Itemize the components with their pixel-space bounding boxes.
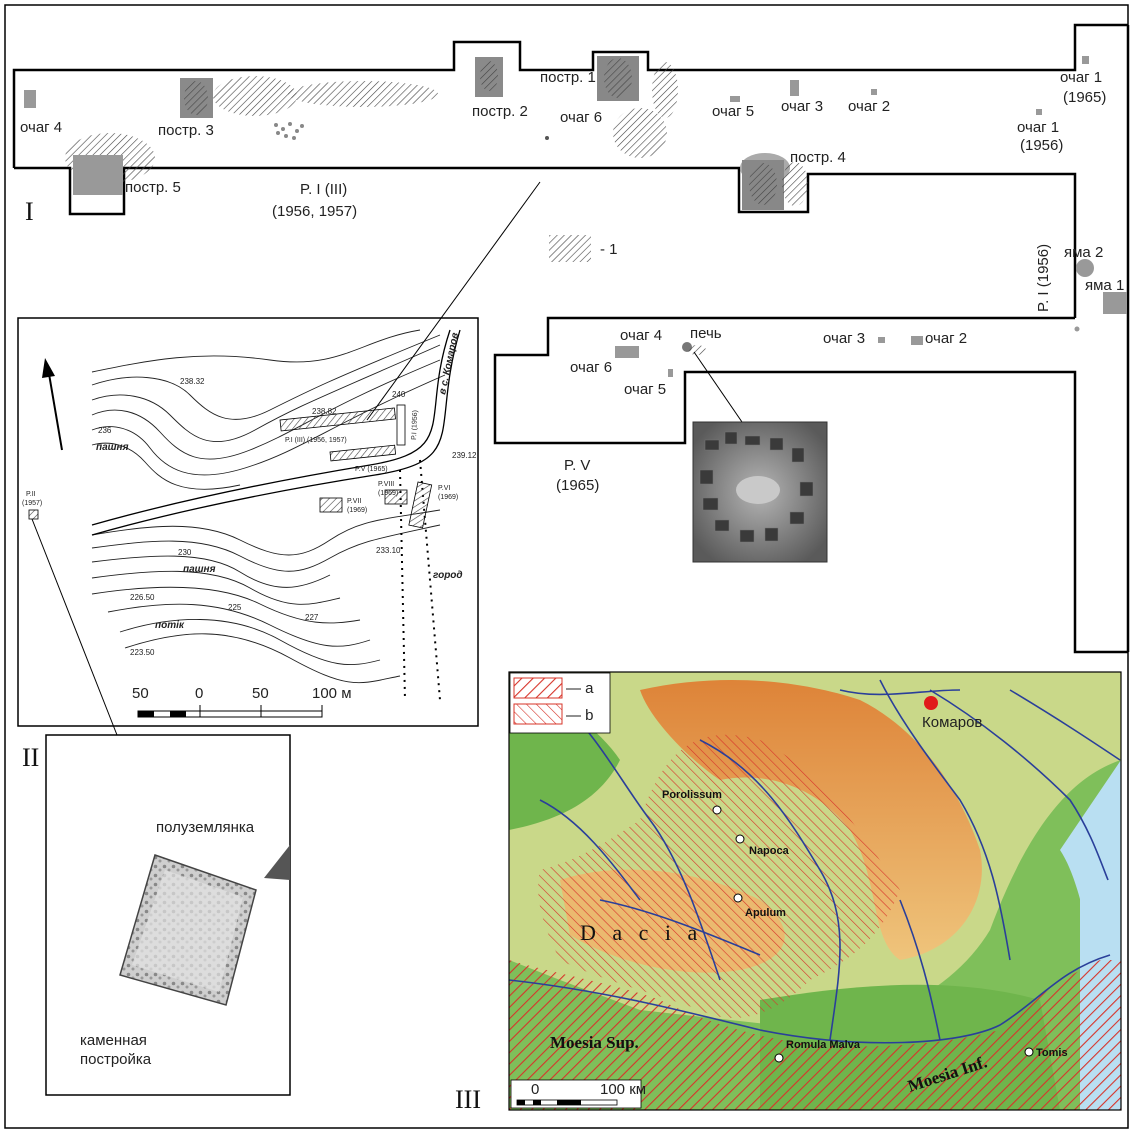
label-t-pvii: P.VII <box>347 498 361 505</box>
label-romula: Romula Malva <box>786 1039 861 1051</box>
trench-p1-outline <box>12 23 1128 168</box>
label-semi-dugout: полуземлянка <box>156 819 255 836</box>
label-pech: печь <box>690 325 722 342</box>
label-postr1: постр. 1 <box>540 69 596 86</box>
scale-0: 0 <box>195 685 203 702</box>
contour-225: 225 <box>228 603 242 612</box>
regional-map: — a — b Комаров Porolissum Napoca Apulum… <box>508 671 1122 1111</box>
label-t-pi-1956: P.I (1956) <box>411 410 419 440</box>
label-napoca: Napoca <box>749 845 790 857</box>
label-gorod: город <box>433 570 463 581</box>
label-t-pii: P.II <box>26 491 36 498</box>
scale-50-right: 50 <box>252 685 269 702</box>
label-t-pvii-y: (1969) <box>347 507 367 514</box>
label-ochag1-1956-year: (1956) <box>1020 137 1063 154</box>
elev-238-32: 238.32 <box>180 377 205 386</box>
label-dacia: D a c i a <box>580 920 698 945</box>
elev-226-50: 226.50 <box>130 593 155 602</box>
map-scale-100: 100 км <box>600 1081 646 1098</box>
label-yama1: яма 1 <box>1085 277 1124 294</box>
label-ochag1-1965: очаг 1 <box>1060 69 1102 86</box>
topographic-plan: 238.32 238.82 239.12 233.10 226.50 223.5… <box>17 181 541 736</box>
elev-223-50: 223.50 <box>130 648 155 657</box>
label-t-pvi: P.VI <box>438 485 450 492</box>
contour-227: 227 <box>305 613 319 622</box>
label-ochag4-top: очаг 4 <box>20 119 62 136</box>
label-ochag5-pv: очаг 5 <box>624 381 666 398</box>
contour-236: 236 <box>98 426 112 435</box>
label-potok: потік <box>155 620 185 631</box>
topo-frame <box>17 317 479 727</box>
label-pashnya-bottom: пашня <box>183 564 216 575</box>
elev-238-82: 238.82 <box>312 407 337 416</box>
label-ochag3-top: очаг 3 <box>781 98 823 115</box>
label-t-pvi-y: (1969) <box>438 494 458 501</box>
label-postr5: постр. 5 <box>125 179 181 196</box>
label-ochag3-pv: очаг 3 <box>823 330 865 347</box>
label-postr3: постр. 3 <box>158 122 214 139</box>
contour-240: 240 <box>392 390 406 399</box>
label-yama2: яма 2 <box>1064 244 1103 261</box>
komarov-marker <box>924 696 938 710</box>
label-panel-ii: II <box>22 743 39 772</box>
stone-building-panel: полуземлянка каменная постройка <box>45 734 291 1096</box>
scale-50-left: 50 <box>132 685 149 702</box>
label-trench-p1-iii: P. I (III) <box>300 181 347 198</box>
label-moesia-sup: Moesia Sup. <box>550 1033 639 1052</box>
legend-a: — a <box>566 680 594 697</box>
label-stone-building-2: постройка <box>80 1051 152 1068</box>
contour-230: 230 <box>178 548 192 557</box>
label-t-pv: P.V (1965) <box>355 466 388 473</box>
label-stone-building-1: каменная <box>80 1032 147 1049</box>
legend-1: - 1 <box>600 241 618 258</box>
label-ochag6-pv: очаг 6 <box>570 359 612 376</box>
label-apulum: Apulum <box>745 907 786 919</box>
label-t-pii-y: (1957) <box>22 500 42 507</box>
label-ochag2-pv: очаг 2 <box>925 330 967 347</box>
label-ochag4-pv: очаг 4 <box>620 327 662 344</box>
label-postr2: постр. 2 <box>472 103 528 120</box>
topo-scale-bar <box>137 705 323 718</box>
legend-b: — b <box>566 707 594 724</box>
label-ochag1-1965-year: (1965) <box>1063 89 1106 106</box>
label-ochag6-top: очаг 6 <box>560 109 602 126</box>
label-komarov: Комаров <box>922 714 982 731</box>
label-trench-pv-year: (1965) <box>556 477 599 494</box>
label-panel-i: I <box>25 197 34 226</box>
scale-100: 100 м <box>312 685 352 702</box>
label-ochag1-1956: очаг 1 <box>1017 119 1059 136</box>
label-postr4: постр. 4 <box>790 149 846 166</box>
label-ochag5-top: очаг 5 <box>712 103 754 120</box>
label-tomis: Tomis <box>1036 1047 1068 1059</box>
label-t-pi-iii: P.I (III) (1956, 1957) <box>285 437 347 444</box>
label-panel-iii: III <box>455 1085 481 1114</box>
label-trench-pv: P. V <box>564 457 590 474</box>
excavation-plan: очаг 4 постр. 3 постр. 5 постр. 2 постр.… <box>12 23 1130 654</box>
elev-239-12: 239.12 <box>452 451 477 460</box>
map-scale-0: 0 <box>531 1081 539 1098</box>
elev-233-10: 233.10 <box>376 546 401 555</box>
label-t-pviii-y: (1969) <box>378 490 398 497</box>
label-pashnya-top: пашня <box>96 442 129 453</box>
label-trench-p1-iii-years: (1956, 1957) <box>272 203 357 220</box>
label-ochag2-top: очаг 2 <box>848 98 890 115</box>
label-t-pviii: P.VIII <box>378 481 394 488</box>
label-porolissum: Porolissum <box>662 789 722 801</box>
label-trench-p1-1956: P. I (1956) <box>1035 244 1052 312</box>
